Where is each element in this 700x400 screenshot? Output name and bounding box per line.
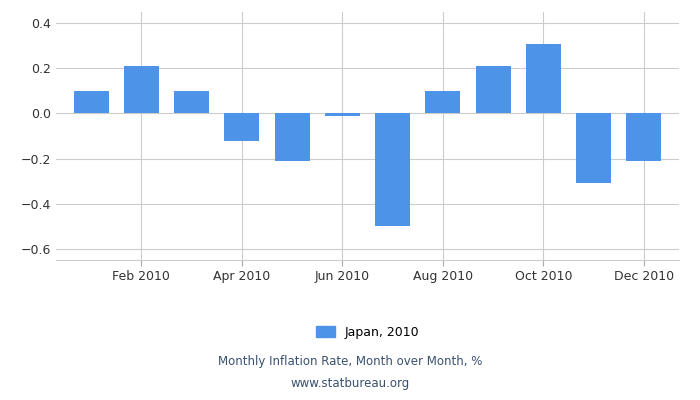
Bar bbox=[576, 114, 611, 183]
Bar bbox=[174, 91, 209, 114]
Text: www.statbureau.org: www.statbureau.org bbox=[290, 378, 410, 390]
Bar bbox=[626, 114, 662, 161]
Text: Monthly Inflation Rate, Month over Month, %: Monthly Inflation Rate, Month over Month… bbox=[218, 356, 482, 368]
Bar bbox=[375, 114, 410, 226]
Bar bbox=[426, 91, 461, 114]
Bar bbox=[475, 66, 511, 114]
Bar bbox=[274, 114, 309, 161]
Bar bbox=[526, 44, 561, 114]
Bar bbox=[74, 91, 108, 114]
Bar bbox=[325, 114, 360, 116]
Bar bbox=[224, 114, 260, 140]
Bar bbox=[124, 66, 159, 114]
Legend: Japan, 2010: Japan, 2010 bbox=[311, 321, 424, 344]
